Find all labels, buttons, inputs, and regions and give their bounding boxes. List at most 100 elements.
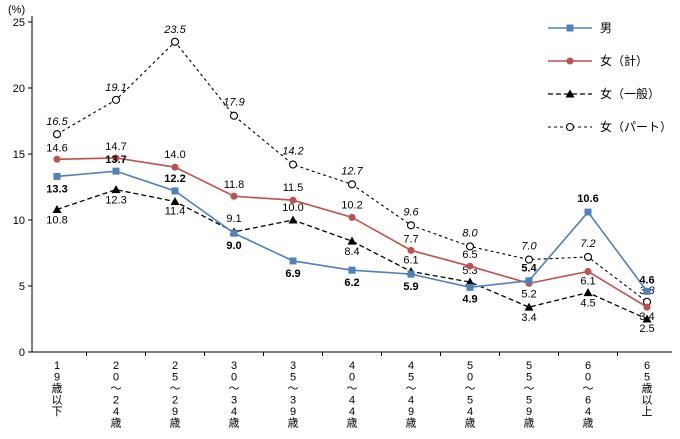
series-female_part: 16.519.123.517.914.212.79.68.07.07.23.8 — [46, 24, 656, 306]
x-category-label: 5 0 〜 5 4 歳 — [465, 360, 476, 430]
marker-female_part — [583, 252, 593, 262]
x-category-labels: 1 9 歳以下 2 0 〜 2 4 歳 2 5 〜 2 9 歳 3 0 〜 3 4 歳 3 5 〜 3 9 歳 4 0 〜 4 4 歳 4 5 〜 4 9… — [52, 360, 653, 430]
value-label-female_part: 7.0 — [521, 241, 537, 253]
x-category-label: 5 5 〜 5 9 歳 — [524, 360, 535, 430]
value-label-male: 13.7 — [105, 154, 126, 166]
legend-label: 女（計） — [600, 53, 648, 68]
value-label-female_general: 12.3 — [105, 195, 126, 207]
value-label-female_general: 8.4 — [344, 246, 359, 258]
marker-female_total — [643, 303, 651, 311]
marker-female_general — [583, 288, 593, 297]
marker-female_part — [406, 221, 416, 230]
y-axis-unit-label: (%) — [8, 4, 25, 16]
series-line-female_general — [56, 188, 648, 320]
value-label-male: 6.9 — [285, 268, 300, 280]
value-label-female_total: 6.1 — [580, 275, 595, 287]
x-category-label: 1 9 歳以下 — [52, 360, 63, 418]
x-category-label: 2 0 〜 2 4 歳 — [111, 360, 122, 430]
marker-female_general — [111, 185, 121, 194]
axes — [31, 16, 672, 356]
marker-male — [171, 187, 179, 195]
marker-female_total — [171, 163, 179, 171]
y-tick-labels: 0 5 10 15 20 25(%) — [8, 4, 32, 359]
value-label-female_general: 10.8 — [46, 214, 67, 226]
value-label-female_general: 2.5 — [639, 323, 654, 335]
x-category-label: 4 5 〜 4 9 歳 — [406, 360, 417, 430]
value-label-female_general: 11.4 — [165, 206, 186, 218]
marker-female_general — [170, 197, 180, 206]
value-label-male: 10.6 — [577, 193, 598, 205]
marker-female_general — [465, 277, 475, 286]
marker-female_part — [465, 242, 475, 251]
y-tick-label: 25 — [13, 17, 25, 29]
value-label-female_general: 4.5 — [580, 298, 595, 310]
value-label-male: 9.0 — [226, 240, 241, 252]
series-female_total: 14.6 14.7 14.0 11.8 11.5 10.2 7.7 6.5 5.2 6.1 3.4 — [46, 141, 654, 323]
value-label-male: 5.9 — [403, 281, 418, 293]
marker-female_total — [584, 267, 592, 275]
value-label-male: 12.2 — [164, 173, 185, 185]
series-male: 13.3 13.7 12.2 9.0 6.9 6.2 5.9 4.9 5.4 10.6 4.6 — [46, 154, 654, 305]
marker-female_total — [407, 246, 415, 254]
value-label-male: 4.6 — [639, 274, 654, 286]
x-category-label: 2 5 〜 2 9 歳 — [170, 360, 181, 430]
value-label-female_total: 6.5 — [462, 249, 477, 261]
value-label-female_part: 17.9 — [223, 97, 244, 109]
marker-female_part — [288, 160, 298, 169]
x-category-label: 3 0 〜 3 4 歳 — [229, 360, 240, 430]
x-category-label: 6 0 〜 6 4 歳 — [583, 360, 594, 430]
y-tick-label: 5 — [19, 281, 25, 293]
marker-female_total — [53, 155, 61, 163]
value-label-female_general: 9.1 — [226, 213, 241, 225]
value-label-female_part: 19.1 — [105, 82, 126, 94]
value-label-female_general: 6.1 — [403, 254, 418, 266]
value-label-female_total: 3.4 — [639, 311, 654, 323]
series-female_general: 10.812.311.49.110.08.46.15.33.44.52.5 — [46, 185, 655, 335]
value-label-female_total: 11.8 — [224, 179, 245, 191]
value-label-female_total: 5.2 — [521, 288, 536, 300]
x-category-label: 6 5 歳以上 — [642, 360, 653, 418]
marker-male — [584, 208, 592, 216]
x-category-label: 3 5 〜 3 9 歳 — [288, 360, 299, 430]
marker-male — [643, 287, 651, 295]
value-label-female_total: 11.5 — [283, 182, 304, 194]
value-label-female_part: 7.2 — [580, 238, 595, 250]
legend-label: 女（一般） — [600, 86, 660, 101]
y-tick-label: 0 — [19, 347, 25, 359]
marker-female_part — [524, 255, 534, 264]
marker-male — [112, 167, 120, 175]
value-label-female_total: 14.0 — [164, 149, 185, 161]
value-label-female_general: 3.4 — [521, 312, 536, 324]
marker-male — [289, 257, 297, 265]
value-label-male: 13.3 — [46, 183, 67, 195]
value-label-male: 6.2 — [344, 277, 359, 289]
y-tick-label: 10 — [13, 215, 25, 227]
legend-item-female_total: 女（計） — [548, 53, 648, 68]
legend-item-female_part: 女（パート） — [548, 119, 672, 134]
marker-female_part — [229, 111, 239, 120]
marker-male — [525, 277, 533, 285]
marker-female_general — [52, 204, 62, 213]
legend-marker-female_part — [565, 122, 575, 132]
marker-female_part — [111, 95, 121, 104]
value-label-female_part: 23.5 — [163, 24, 186, 36]
value-label-male: 5.4 — [521, 263, 537, 275]
value-label-female_part: 8.0 — [462, 227, 478, 239]
value-label-male: 4.9 — [462, 293, 477, 305]
x-category-label: 4 0 〜 4 4 歳 — [347, 360, 358, 430]
value-label-female_total: 7.7 — [403, 233, 418, 245]
value-label-female_total: 10.2 — [341, 199, 362, 211]
value-label-female_part: 12.7 — [341, 165, 363, 177]
marker-female_total — [466, 262, 474, 270]
marker-male — [407, 270, 415, 278]
marker-female_general — [288, 215, 298, 224]
y-tick-label: 20 — [13, 83, 25, 95]
value-label-female_part: 16.5 — [46, 116, 68, 128]
legend-marker-male — [566, 24, 574, 32]
y-tick-label: 15 — [13, 149, 25, 161]
marker-female_general — [524, 302, 534, 311]
marker-male — [53, 172, 61, 180]
legend-marker-female_general — [565, 89, 575, 98]
